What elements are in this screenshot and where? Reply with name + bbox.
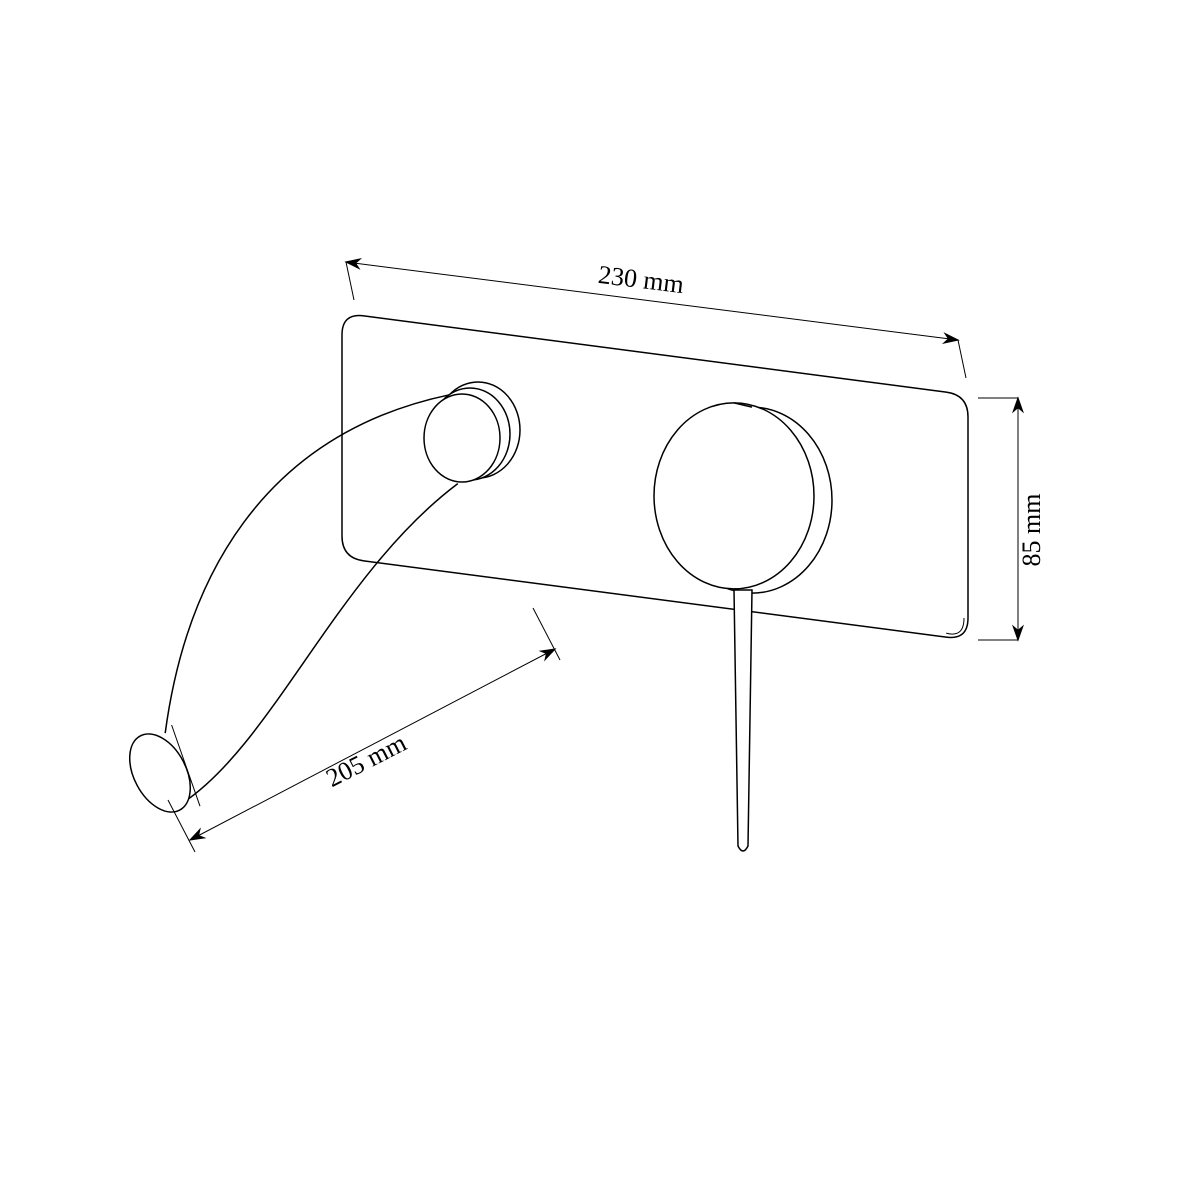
dimension-height-label: 85 mm: [1017, 494, 1046, 567]
spout: [117, 382, 520, 822]
dimension-spout-label: 205 mm: [321, 728, 411, 793]
dimension-width-label: 230 mm: [597, 260, 686, 299]
dimension-height: 85 mm: [978, 398, 1046, 640]
lever-handle: [734, 590, 752, 851]
dimension-spout: 205 mm: [168, 608, 560, 852]
control-knob: [654, 403, 832, 593]
dimension-width: 230 mm: [346, 260, 966, 378]
